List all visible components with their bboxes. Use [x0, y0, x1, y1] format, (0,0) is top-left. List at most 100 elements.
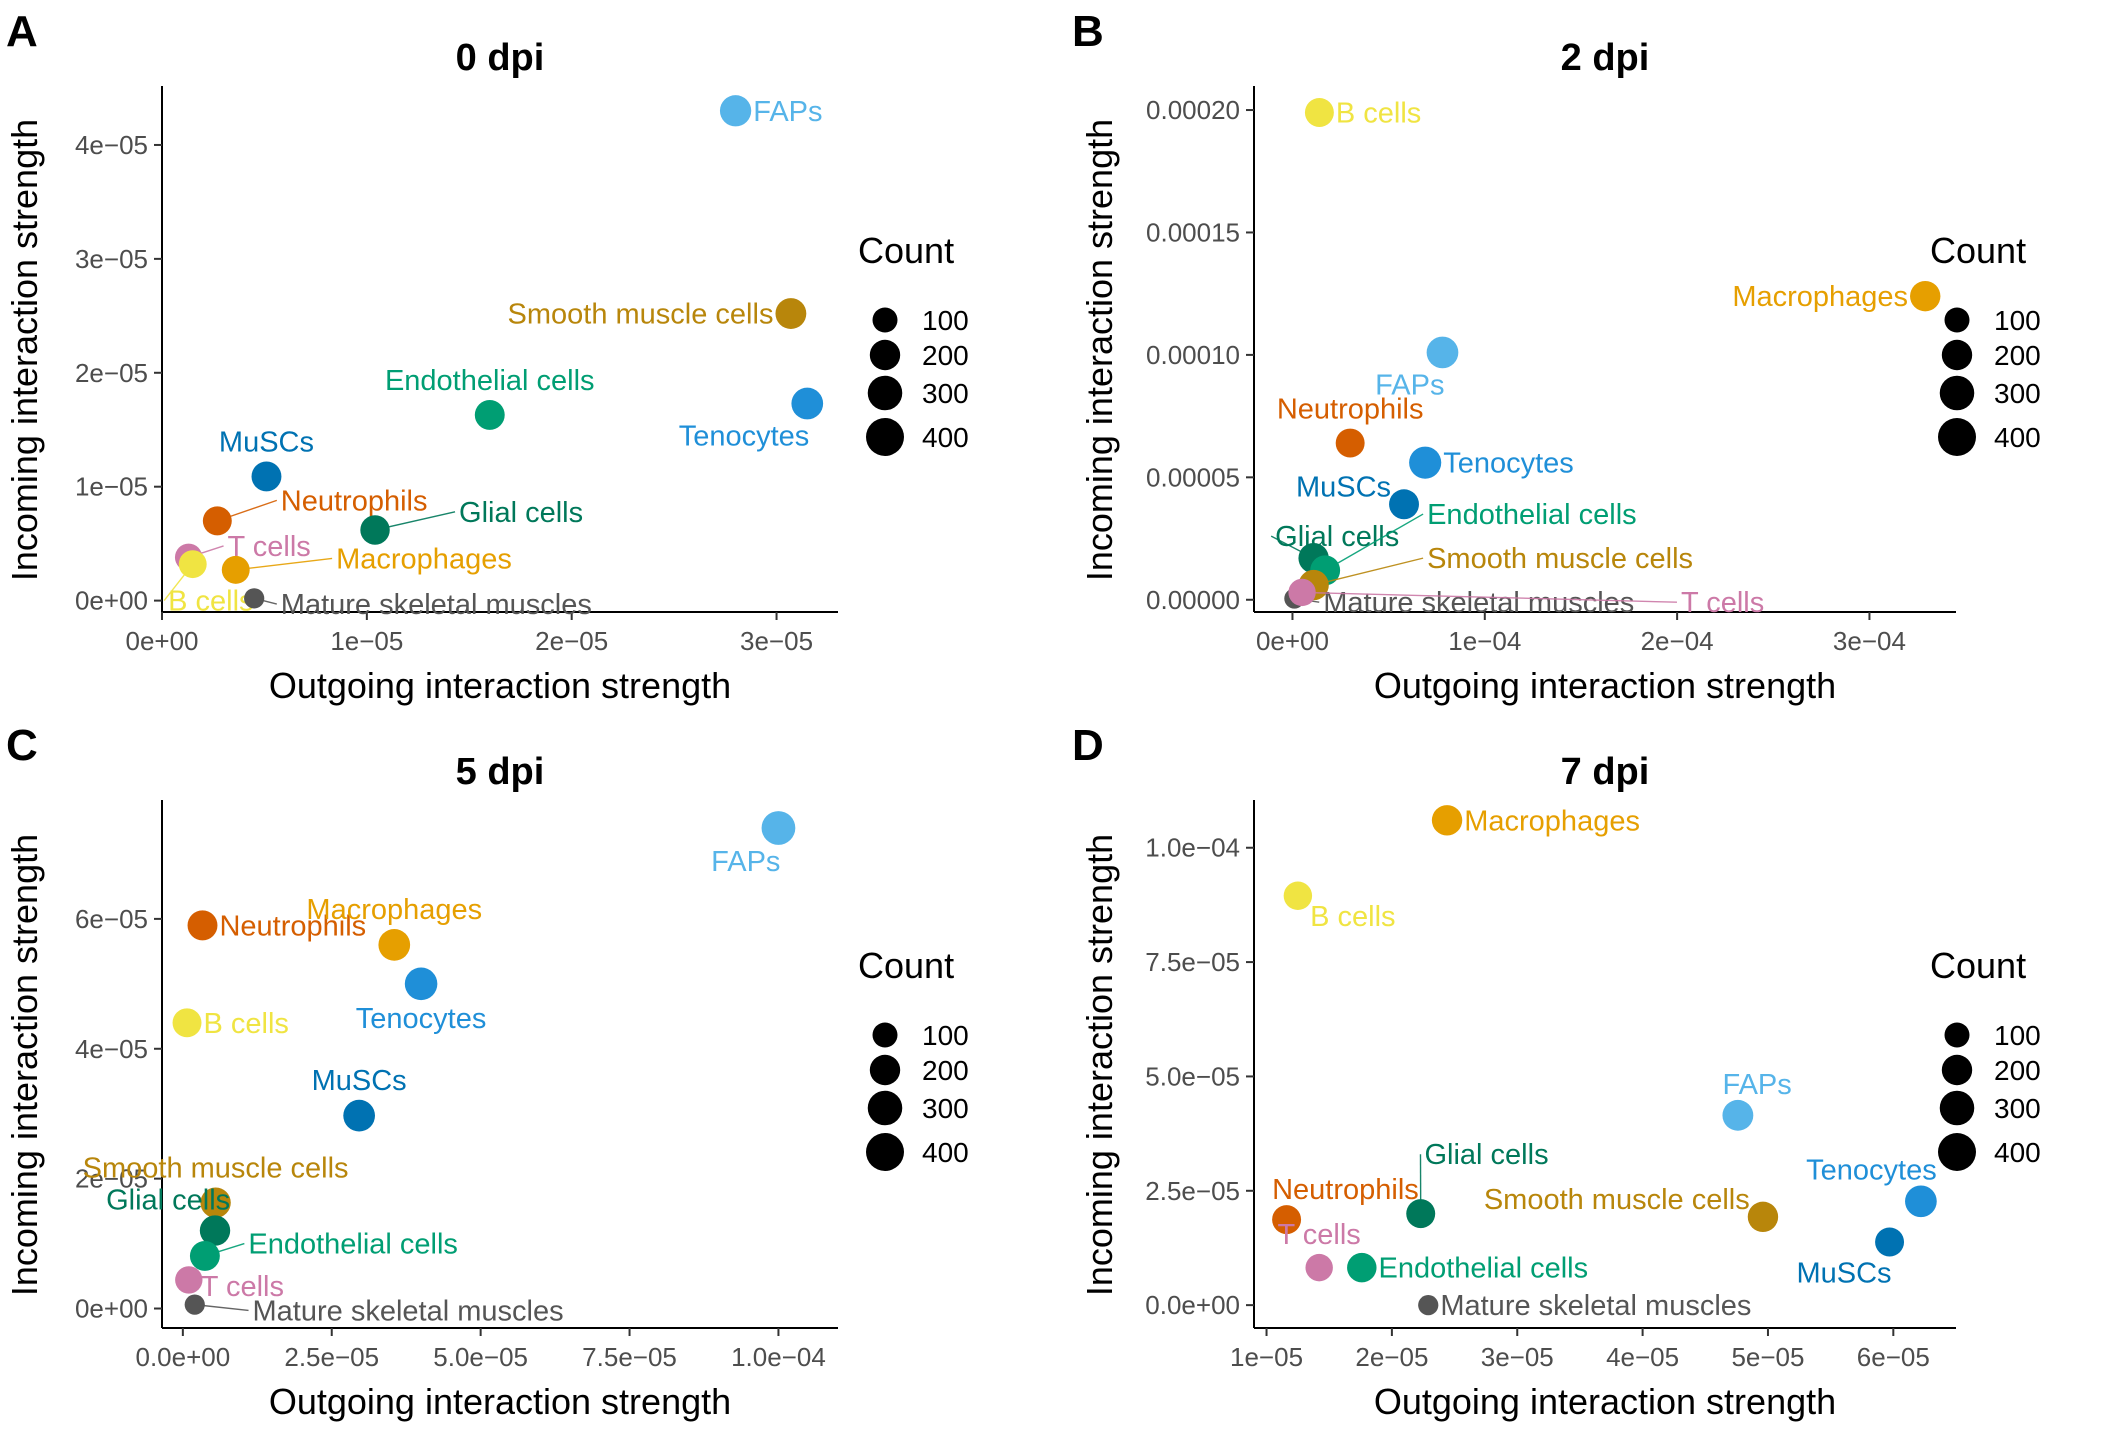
- panel-d: D 7 dpi 1e−05 2e−05 3e−05 4e−05 5e−05 6e−05 0.0e…: [1072, 721, 2041, 1422]
- y-tick-label: 0.00010: [1146, 340, 1240, 370]
- label-leader-line: [1313, 557, 1424, 586]
- data-point: [200, 1187, 231, 1218]
- panel-title: 5 dpi: [456, 751, 545, 793]
- x-tick-label: 2.5e−05: [284, 1342, 379, 1372]
- y-tick-label: 4e−05: [75, 130, 148, 160]
- legend-key: [872, 1022, 898, 1048]
- legend-key: [1944, 1022, 1970, 1048]
- legend-label: 100: [1994, 1020, 2041, 1051]
- label-leader-line: [1324, 513, 1424, 571]
- data-point: [1409, 446, 1442, 479]
- point-label: Tenocytes: [1443, 448, 1574, 480]
- point-label: Macrophages: [306, 894, 482, 926]
- legend-label: 400: [1994, 1137, 2041, 1168]
- y-tick-label: 0.00000: [1146, 585, 1240, 615]
- point-label: Neutrophils: [1272, 1174, 1419, 1206]
- data-point: [404, 967, 438, 1001]
- y-tick-label: 0.00005: [1146, 462, 1240, 492]
- point-label: Glial cells: [1275, 521, 1399, 553]
- legend-label: 400: [1994, 422, 2041, 453]
- data-point: [1418, 1295, 1439, 1316]
- point-label: Mature skeletal muscles: [1323, 587, 1634, 619]
- point-label: B cells: [203, 1008, 288, 1040]
- data-point: [474, 399, 505, 430]
- panel-title: 0 dpi: [456, 37, 545, 79]
- legend-label: 100: [922, 1020, 969, 1051]
- x-tick-label: 5.0e−05: [433, 1342, 528, 1372]
- panel-c: C 5 dpi 0.0e+00 2.5e−05 5.0e−05 7.5e−05 1.0e−0…: [4, 721, 969, 1422]
- x-tick-label: 3e−05: [1481, 1342, 1554, 1372]
- x-tick-label: 3e−05: [740, 626, 813, 656]
- x-tick-label: 6e−05: [1857, 1342, 1930, 1372]
- legend-key: [1944, 307, 1970, 333]
- legend-title: Count: [858, 945, 954, 986]
- point-label: MuSCs: [1796, 1257, 1891, 1289]
- legend-key: [1938, 418, 1976, 456]
- x-tick-label: 2e−05: [1355, 1342, 1428, 1372]
- y-axis-title: Incoming interaction strength: [4, 119, 45, 581]
- point-label: Smooth muscle cells: [1484, 1184, 1750, 1216]
- data-point: [1426, 336, 1459, 369]
- y-tick-label: 0.00015: [1146, 217, 1240, 247]
- point-label: Macrophages: [336, 543, 512, 575]
- size-legend: Count 100 200 300 400: [1930, 230, 2041, 456]
- legend-key: [866, 418, 904, 456]
- label-leader-line: [1302, 591, 1677, 603]
- point-label: Tenocytes: [679, 420, 810, 452]
- y-tick-label: 7.5e−05: [1145, 947, 1240, 977]
- data-point: [1875, 1227, 1905, 1257]
- data-point: [184, 1294, 205, 1315]
- legend-key: [867, 1090, 903, 1126]
- data-point: [719, 95, 752, 127]
- point-label: B cells: [1310, 901, 1395, 933]
- legend-label: 200: [922, 1055, 969, 1086]
- legend-label: 300: [1994, 378, 2041, 409]
- x-tick-label: 2e−05: [535, 626, 608, 656]
- data-point: [1747, 1201, 1779, 1233]
- legend-key: [1939, 1090, 1975, 1126]
- data-point: [1910, 280, 1941, 312]
- panel-letter: B: [1072, 7, 1104, 56]
- legend-label: 100: [1994, 305, 2041, 336]
- y-tick-label: 1e−05: [75, 472, 148, 502]
- point-label: Glial cells: [106, 1184, 230, 1216]
- point-label: T cells: [201, 1271, 284, 1303]
- size-legend: Count 100 200 300 400: [1930, 945, 2041, 1171]
- x-axis-title: Outgoing interaction strength: [269, 1381, 731, 1422]
- x-tick-label: 0e+00: [1256, 626, 1329, 656]
- data-point: [251, 461, 282, 492]
- legend-title: Count: [858, 230, 954, 271]
- point-label: Smooth muscle cells: [83, 1152, 349, 1184]
- legend-key: [1941, 339, 1973, 371]
- y-tick-label: 2.5e−05: [1145, 1176, 1240, 1206]
- legend-title: Count: [1930, 945, 2026, 986]
- y-tick-label: 5.0e−05: [1145, 1061, 1240, 1091]
- legend-key: [869, 1054, 901, 1086]
- point-label: FAPs: [753, 96, 822, 128]
- point-label: Tenocytes: [1806, 1154, 1937, 1186]
- x-tick-label: 0.0e+00: [135, 1342, 230, 1372]
- legend-label: 200: [922, 340, 969, 371]
- data-point: [1304, 98, 1334, 127]
- point-label: Tenocytes: [356, 1003, 487, 1035]
- legend-label: 300: [922, 378, 969, 409]
- data-point: [1722, 1099, 1754, 1131]
- point-label: FAPs: [1722, 1069, 1791, 1101]
- point-label: MuSCs: [1296, 471, 1391, 503]
- panel-title: 2 dpi: [1561, 37, 1650, 79]
- legend-label: 400: [922, 422, 969, 453]
- point-label: Endothelial cells: [248, 1229, 458, 1261]
- legend-key: [1941, 1054, 1973, 1086]
- data-point: [1431, 805, 1463, 836]
- y-tick-label: 0e+00: [75, 1294, 148, 1324]
- point-label: FAPs: [711, 846, 780, 878]
- data-point: [378, 929, 411, 961]
- point-label: Neutrophils: [281, 485, 428, 517]
- y-tick-label: 0.00020: [1146, 95, 1240, 125]
- data-point: [343, 1099, 375, 1132]
- data-point: [172, 1008, 202, 1038]
- data-point: [187, 910, 218, 941]
- point-label: Mature skeletal muscles: [281, 589, 592, 621]
- x-axis-title: Outgoing interaction strength: [1374, 1381, 1836, 1422]
